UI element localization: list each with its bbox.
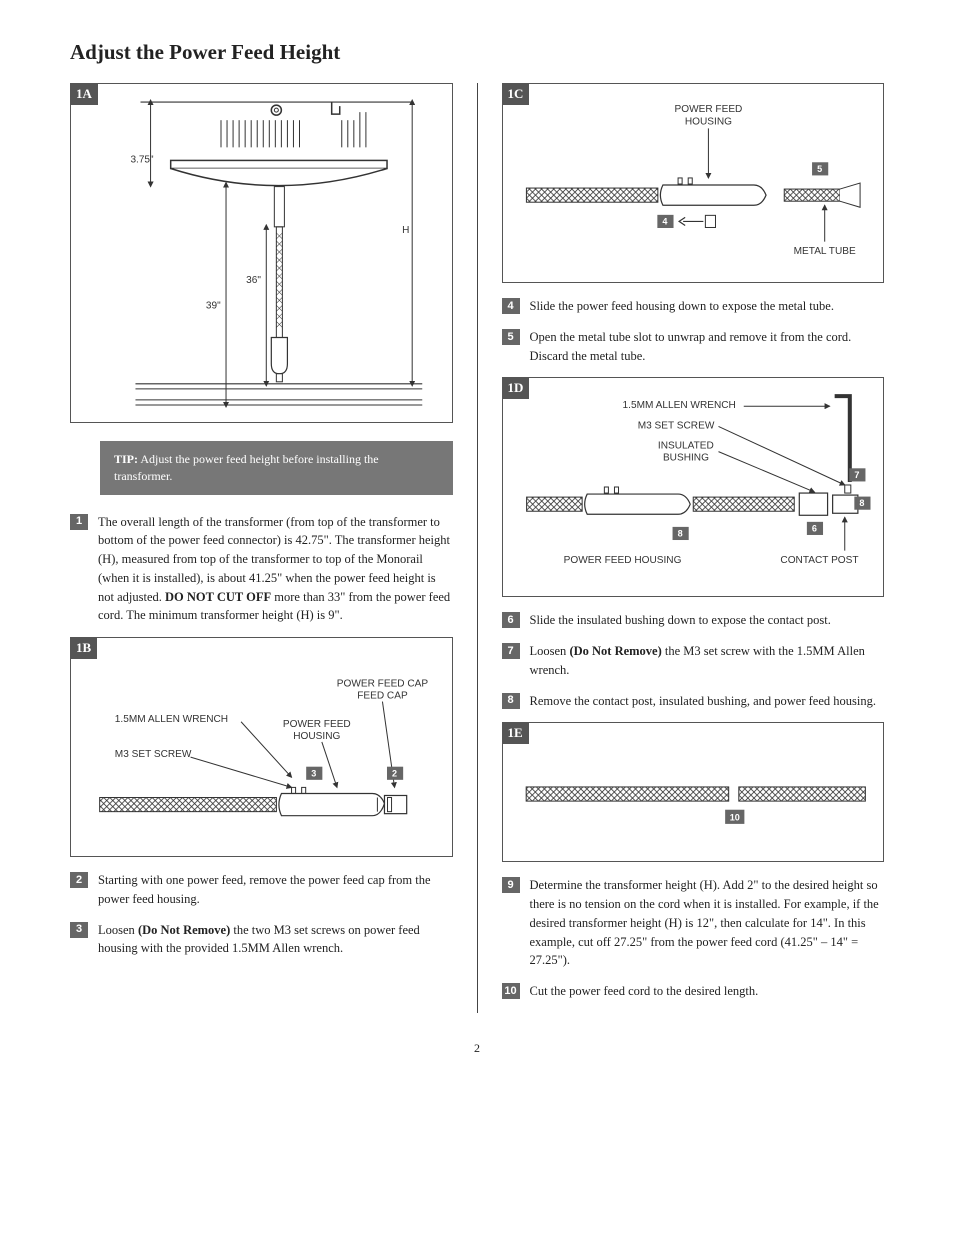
- step-3: 3 Loosen (Do Not Remove) the two M3 set …: [70, 921, 453, 959]
- svg-text:HOUSING: HOUSING: [684, 116, 731, 127]
- svg-text:POWER FEED HOUSING: POWER FEED HOUSING: [563, 555, 681, 566]
- step-10-text: Cut the power feed cord to the desired l…: [530, 982, 885, 1001]
- step-9: 9 Determine the transformer height (H). …: [502, 876, 885, 970]
- svg-text:7: 7: [854, 470, 859, 480]
- step-3-text: Loosen (Do Not Remove) the two M3 set sc…: [98, 921, 453, 959]
- step-6: 6 Slide the insulated bushing down to ex…: [502, 611, 885, 630]
- column-divider: [477, 83, 478, 1013]
- svg-text:39": 39": [206, 300, 221, 311]
- tip-box: TIP: Adjust the power feed height before…: [100, 441, 453, 495]
- step-5-num: 5: [502, 329, 520, 345]
- step-8: 8 Remove the contact post, insulated bus…: [502, 692, 885, 711]
- svg-text:10: 10: [729, 813, 739, 823]
- step-7-num: 7: [502, 643, 520, 659]
- step-10: 10 Cut the power feed cord to the desire…: [502, 982, 885, 1001]
- step-8-num: 8: [502, 693, 520, 709]
- figure-1e-label: 1E: [502, 722, 529, 744]
- svg-text:8: 8: [859, 498, 864, 508]
- step-4: 4 Slide the power feed housing down to e…: [502, 297, 885, 316]
- page-title: Adjust the Power Feed Height: [70, 40, 884, 65]
- svg-text:M3 SET SCREW: M3 SET SCREW: [115, 749, 192, 760]
- step-3-num: 3: [70, 922, 88, 938]
- figure-1c: 1C POWER FEED HOUSING: [502, 83, 885, 283]
- figure-1d-label: 1D: [502, 377, 530, 399]
- step-1: 1 The overall length of the transformer …: [70, 513, 453, 626]
- svg-text:5: 5: [817, 164, 822, 174]
- svg-text:CONTACT POST: CONTACT POST: [780, 555, 858, 566]
- step-7-text: Loosen (Do Not Remove) the M3 set screw …: [530, 642, 885, 680]
- step-4-text: Slide the power feed housing down to exp…: [530, 297, 885, 316]
- svg-text:METAL TUBE: METAL TUBE: [793, 246, 855, 257]
- svg-text:2: 2: [392, 768, 397, 778]
- svg-text:1.5MM ALLEN WRENCH: 1.5MM ALLEN WRENCH: [115, 714, 228, 725]
- step-1-num: 1: [70, 514, 88, 530]
- svg-text:6: 6: [811, 524, 816, 534]
- content-columns: 1A: [70, 83, 884, 1013]
- step-6-num: 6: [502, 612, 520, 628]
- svg-text:BUSHING: BUSHING: [662, 453, 708, 464]
- page-number: 2: [70, 1041, 884, 1056]
- svg-text:3.75": 3.75": [130, 154, 154, 165]
- svg-text:HOUSING: HOUSING: [293, 731, 340, 742]
- svg-text:3: 3: [311, 768, 316, 778]
- step-4-num: 4: [502, 298, 520, 314]
- figure-1b: 1B POWER FEED CAP FEED CAP 1.5MM ALLEN W…: [70, 637, 453, 857]
- svg-text:INSULATED: INSULATED: [657, 441, 713, 452]
- right-column: 1C POWER FEED HOUSING: [502, 83, 885, 1013]
- step-6-text: Slide the insulated bushing down to expo…: [530, 611, 885, 630]
- figure-1a-label: 1A: [70, 83, 98, 105]
- tip-text: Adjust the power feed height before inst…: [114, 452, 379, 483]
- step-7: 7 Loosen (Do Not Remove) the M3 set scre…: [502, 642, 885, 680]
- svg-text:M3 SET SCREW: M3 SET SCREW: [637, 421, 714, 432]
- step-5-text: Open the metal tube slot to unwrap and r…: [530, 328, 885, 366]
- svg-text:POWER FEED CAP: POWER FEED CAP: [337, 678, 429, 689]
- svg-text:POWER FEED: POWER FEED: [283, 719, 351, 730]
- step-5: 5 Open the metal tube slot to unwrap and…: [502, 328, 885, 366]
- svg-text:POWER FEED: POWER FEED: [674, 104, 742, 115]
- svg-text:1.5MM ALLEN WRENCH: 1.5MM ALLEN WRENCH: [622, 400, 735, 411]
- figure-1a: 1A: [70, 83, 453, 423]
- svg-text:8: 8: [677, 529, 682, 539]
- step-9-num: 9: [502, 877, 520, 893]
- left-column: 1A: [70, 83, 453, 1013]
- figure-1b-label: 1B: [70, 637, 97, 659]
- svg-text:36": 36": [246, 275, 261, 286]
- figure-1d: 1D 1.5MM ALLEN WRENCH M3 SET SCREW INSUL…: [502, 377, 885, 597]
- step-2-text: Starting with one power feed, remove the…: [98, 871, 453, 909]
- figure-1e: 1E 10: [502, 722, 885, 862]
- step-2-num: 2: [70, 872, 88, 888]
- step-8-text: Remove the contact post, insulated bushi…: [530, 692, 885, 711]
- svg-text:H: H: [402, 225, 409, 236]
- step-1-text: The overall length of the transformer (f…: [98, 513, 453, 626]
- step-2: 2 Starting with one power feed, remove t…: [70, 871, 453, 909]
- svg-text:FEED CAP: FEED CAP: [357, 691, 408, 702]
- step-10-num: 10: [502, 983, 520, 999]
- figure-1c-label: 1C: [502, 83, 530, 105]
- tip-label: TIP:: [114, 452, 138, 466]
- step-9-text: Determine the transformer height (H). Ad…: [530, 876, 885, 970]
